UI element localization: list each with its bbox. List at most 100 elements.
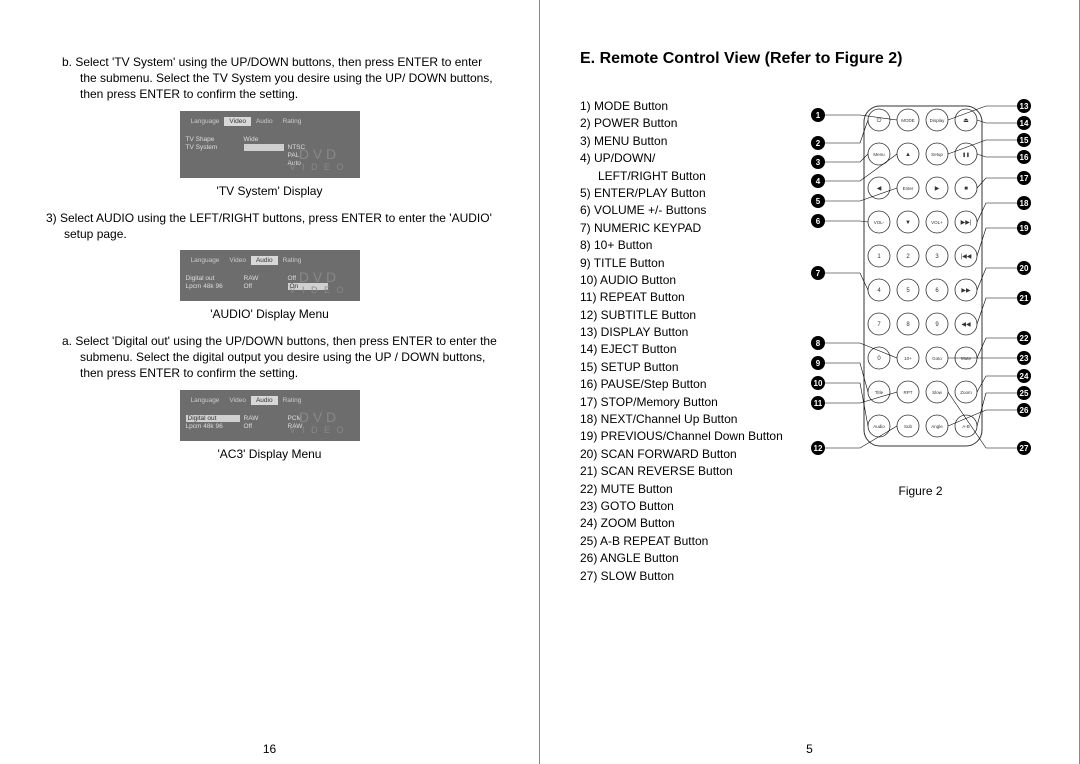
menu-tab: Rating xyxy=(278,256,307,265)
menu-tab: Audio xyxy=(251,256,278,265)
svg-text:Enter: Enter xyxy=(902,186,913,191)
svg-text:26: 26 xyxy=(1019,406,1028,415)
svg-text:0: 0 xyxy=(877,356,881,362)
svg-text:2: 2 xyxy=(906,254,910,260)
figure-caption: Figure 2 xyxy=(802,484,1039,498)
svg-text:8: 8 xyxy=(815,339,820,348)
svg-text:18: 18 xyxy=(1019,199,1028,208)
list-item: 15) SETUP Button xyxy=(580,359,790,376)
svg-text:5: 5 xyxy=(815,197,820,206)
menu-shot-audio: LanguageVideoAudioRatingDigital outRAWOf… xyxy=(180,250,360,301)
svg-text:7: 7 xyxy=(815,269,820,278)
menu-tab: Video xyxy=(224,117,251,126)
svg-text:10: 10 xyxy=(813,379,822,388)
svg-text:11: 11 xyxy=(813,399,822,408)
svg-text:Goto: Goto xyxy=(932,356,942,361)
svg-text:|◀◀: |◀◀ xyxy=(960,254,971,260)
svg-text:14: 14 xyxy=(1019,119,1028,128)
dvd-logo: D V DV I D E O xyxy=(289,269,345,295)
svg-text:RPT: RPT xyxy=(903,390,912,395)
menu-tab: Language xyxy=(186,117,225,126)
list-item: 26) ANGLE Button xyxy=(580,550,790,567)
svg-text:■: ■ xyxy=(964,186,968,192)
list-item: 5) ENTER/PLAY Button xyxy=(580,185,790,202)
svg-text:▶▶: ▶▶ xyxy=(961,288,971,294)
list-item: 6) VOLUME +/- Buttons xyxy=(580,202,790,219)
svg-text:8: 8 xyxy=(906,322,910,328)
svg-text:5: 5 xyxy=(906,288,910,294)
svg-text:22: 22 xyxy=(1019,334,1028,343)
page-number-right: 5 xyxy=(540,742,1079,756)
svg-text:23: 23 xyxy=(1019,354,1028,363)
menu-tab: Audio xyxy=(251,117,278,126)
svg-text:◀◀: ◀◀ xyxy=(961,322,971,328)
section-title: E. Remote Control View (Refer to Figure … xyxy=(580,50,1039,68)
list-item: 25) A-B REPEAT Button xyxy=(580,533,790,550)
svg-text:▼: ▼ xyxy=(905,220,911,226)
caption-tvsystem: 'TV System' Display xyxy=(40,184,499,198)
menu-tab: Audio xyxy=(251,396,278,405)
svg-text:1: 1 xyxy=(815,111,820,120)
list-item: 13) DISPLAY Button xyxy=(580,324,790,341)
caption-ac3: 'AC3' Display Menu xyxy=(40,447,499,461)
svg-text:3: 3 xyxy=(815,158,820,167)
list-item: 8) 10+ Button xyxy=(580,237,790,254)
svg-text:10+: 10+ xyxy=(904,356,912,361)
para-3: 3) Select AUDIO using the LEFT/RIGHT but… xyxy=(40,210,499,242)
list-item: LEFT/RIGHT Button xyxy=(580,168,790,185)
svg-text:MODE: MODE xyxy=(901,118,915,123)
svg-text:Title: Title xyxy=(874,390,883,395)
svg-text:7: 7 xyxy=(877,322,881,328)
svg-text:20: 20 xyxy=(1019,264,1028,273)
svg-text:Sub: Sub xyxy=(903,424,912,429)
svg-text:Slow: Slow xyxy=(932,390,943,395)
svg-text:⏏: ⏏ xyxy=(963,118,969,124)
svg-text:▶: ▶ xyxy=(934,186,939,192)
list-item: 21) SCAN REVERSE Button xyxy=(580,463,790,480)
caption-audio: 'AUDIO' Display Menu xyxy=(40,307,499,321)
list-item: 3) MENU Button xyxy=(580,133,790,150)
svg-text:VOL-: VOL- xyxy=(873,220,884,225)
dvd-logo: D V DV I D E O xyxy=(289,409,345,435)
svg-text:Setup: Setup xyxy=(931,152,943,157)
list-item: 10) AUDIO Button xyxy=(580,272,790,289)
svg-text:12: 12 xyxy=(813,444,822,453)
para-b: b. Select 'TV System' using the UP/DOWN … xyxy=(40,54,499,103)
svg-text:9: 9 xyxy=(935,322,939,328)
svg-text:24: 24 xyxy=(1019,372,1028,381)
svg-text:VOL+: VOL+ xyxy=(931,220,943,225)
svg-text:4: 4 xyxy=(877,288,881,294)
list-item: 11) REPEAT Button xyxy=(580,289,790,306)
svg-text:1: 1 xyxy=(877,254,881,260)
list-item: 27) SLOW Button xyxy=(580,568,790,585)
menu-tab: Language xyxy=(186,256,225,265)
svg-text:Mute: Mute xyxy=(960,356,971,361)
svg-text:19: 19 xyxy=(1019,224,1028,233)
menu-tab: Rating xyxy=(278,117,307,126)
svg-text:A-B: A-B xyxy=(962,424,970,429)
list-item: 7) NUMERIC KEYPAD xyxy=(580,220,790,237)
list-item: 22) MUTE Button xyxy=(580,481,790,498)
list-item: 2) POWER Button xyxy=(580,115,790,132)
menu-shot-ac3: LanguageVideoAudioRatingDigital outRAWPC… xyxy=(180,390,360,441)
svg-text:2: 2 xyxy=(815,139,820,148)
svg-text:Angle: Angle xyxy=(931,424,943,429)
list-item: 24) ZOOM Button xyxy=(580,515,790,532)
list-item: 12) SUBTITLE Button xyxy=(580,307,790,324)
page-left: b. Select 'TV System' using the UP/DOWN … xyxy=(0,0,540,764)
menu-tab: Video xyxy=(224,256,251,265)
svg-text:Zoom: Zoom xyxy=(960,390,972,395)
list-item: 18) NEXT/Channel Up Button xyxy=(580,411,790,428)
svg-text:6: 6 xyxy=(935,288,939,294)
svg-text:25: 25 xyxy=(1019,389,1028,398)
svg-text:13: 13 xyxy=(1019,102,1028,111)
svg-text:3: 3 xyxy=(935,254,939,260)
list-item: 23) GOTO Button xyxy=(580,498,790,515)
svg-text:16: 16 xyxy=(1019,153,1028,162)
svg-text:▲: ▲ xyxy=(905,152,911,158)
svg-text:◀: ◀ xyxy=(876,186,881,192)
svg-text:❚❚: ❚❚ xyxy=(962,152,970,158)
list-item: 17) STOP/Memory Button xyxy=(580,394,790,411)
svg-text:Menu: Menu xyxy=(873,152,885,157)
menu-row: TV ShapeWide xyxy=(186,136,354,143)
